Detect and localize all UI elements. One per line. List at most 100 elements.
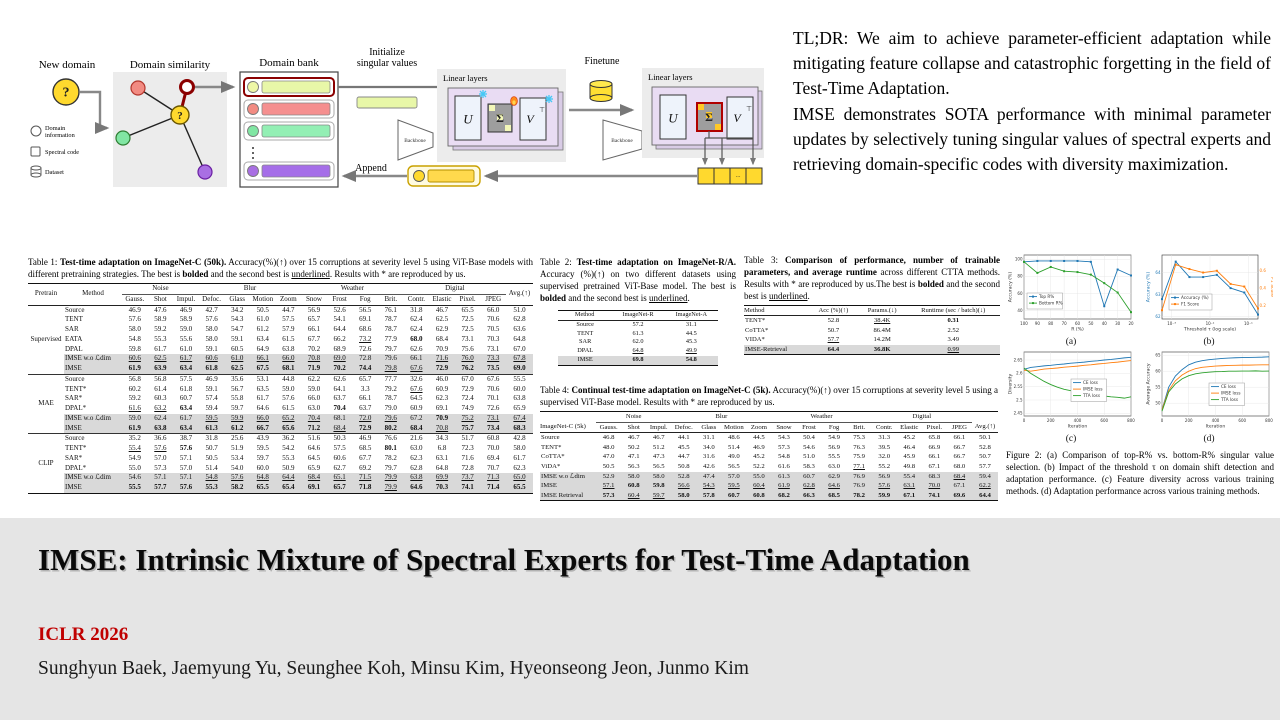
table-cell: 60.3 bbox=[154, 394, 167, 403]
table-cell: 61.7 bbox=[256, 394, 269, 403]
table-cell: 68.1 bbox=[282, 364, 295, 372]
table-3-caption: Table 3: Comparison of performance, numb… bbox=[744, 255, 1001, 301]
table-cell: 38.4K bbox=[873, 317, 891, 325]
table-row: TENT 57.6 58.9 58.9 57.6 54.3 61.0 57.5 65.7 54.1… bbox=[28, 315, 533, 325]
table-cell: 59.5 bbox=[205, 413, 218, 422]
table-cell: 48.0 bbox=[602, 443, 615, 451]
table-cell: 55.0 bbox=[753, 472, 765, 480]
svg-text:800: 800 bbox=[1265, 418, 1273, 423]
finetune-dataset-icon bbox=[589, 80, 613, 102]
table-cell: 70.5 bbox=[487, 325, 500, 333]
svg-text:U: U bbox=[668, 111, 679, 126]
table-cell: 47.6 bbox=[154, 305, 167, 314]
table-row: DPAL* 55.0 57.3 57.0 51.4 54.0 60.0 50.9 65.9 62.… bbox=[28, 464, 533, 474]
table-4-caption: Table 4: Continual test-time adaptation … bbox=[540, 385, 998, 407]
table-row: MAE Source 56.8 56.8 57.5 46.9 35.6 53.1 44.8 62.… bbox=[28, 373, 533, 434]
table-cell: 51.4 bbox=[205, 463, 218, 472]
svg-text:200: 200 bbox=[1185, 418, 1193, 423]
method-label: IMSE bbox=[577, 355, 593, 363]
table-cell: 62.4 bbox=[410, 325, 423, 333]
table-cell: 42.7 bbox=[205, 305, 218, 314]
footer-band: IMSE: Intrinsic Mixture of Spectral Expe… bbox=[0, 518, 1280, 720]
table-cell: 62.6 bbox=[410, 344, 423, 353]
table-cell: 57.6 bbox=[154, 444, 167, 452]
table-cell: 66.0 bbox=[282, 354, 295, 363]
table-cell: 72.3 bbox=[461, 444, 474, 452]
method-label: DPAL bbox=[65, 344, 83, 353]
table-cell: 60.2 bbox=[128, 384, 141, 393]
tldr-paragraph-1: TL;DR: We aim to achieve parameter-effic… bbox=[793, 28, 1271, 99]
table-cell: 69.6 bbox=[953, 491, 966, 499]
table-cell: 63.0 bbox=[828, 462, 840, 470]
table-cell: 65.1 bbox=[333, 473, 346, 482]
svg-text:Iteration: Iteration bbox=[1206, 424, 1226, 430]
table-cell: 76.0 bbox=[461, 354, 474, 363]
svg-text:65: 65 bbox=[1155, 353, 1161, 358]
table-cell: 60.8 bbox=[480, 433, 506, 444]
linear-layers-block-2: Linear layers U Σ V ⊤ bbox=[642, 68, 764, 158]
svg-text:2.45: 2.45 bbox=[1014, 411, 1023, 416]
svg-text:TTA loss: TTA loss bbox=[1220, 397, 1238, 402]
table-cell: 31.6 bbox=[702, 453, 715, 461]
table-cell: 50.5 bbox=[602, 462, 615, 470]
table-cell: 50.7 bbox=[205, 444, 218, 452]
table-cell: 39.5 bbox=[878, 443, 891, 451]
table-cell: 61.7 bbox=[179, 413, 193, 422]
table-cell: 80.2 bbox=[384, 423, 397, 432]
append-label: Append bbox=[355, 163, 387, 174]
table-cell: 52.8 bbox=[827, 317, 840, 325]
table-cell: 58.0 bbox=[677, 491, 690, 499]
svg-text:100: 100 bbox=[1020, 321, 1028, 326]
table-cell: 79.6 bbox=[384, 413, 397, 422]
table-cell: 59.8 bbox=[128, 344, 141, 353]
table-cell: 79.2 bbox=[384, 384, 397, 393]
table-cell: 73.1 bbox=[461, 334, 474, 343]
table-row: IMSE 61.9 63.9 63.4 61.8 62.5 67.5 68.1 71.9 70.2… bbox=[28, 364, 533, 375]
svg-text:Accuracy (%): Accuracy (%) bbox=[1146, 272, 1152, 303]
table-row: IMSE 57.1 60.8 59.8 56.6 54.3 59.5 60.4 61.9 62.8… bbox=[540, 481, 998, 491]
table-cell: 52.8 bbox=[979, 443, 991, 451]
table-cell: 79.6 bbox=[384, 354, 397, 363]
table-row: TENT* 52.8 38.4K 0.31 bbox=[744, 316, 1000, 326]
table-cell: 58.0 bbox=[205, 334, 218, 343]
table-cell: 70.8 bbox=[307, 354, 321, 363]
table-cell: 60.8 bbox=[753, 491, 765, 499]
table-cell: 72.8 bbox=[461, 463, 474, 472]
table-cell: 76.9 bbox=[853, 472, 865, 480]
table-cell: 64.9 bbox=[256, 344, 269, 353]
method-label: IMSE bbox=[541, 482, 557, 490]
table-cell: 78.7 bbox=[384, 325, 397, 333]
table-cell: 62.9 bbox=[435, 325, 449, 333]
table-cell: 64.6 bbox=[828, 482, 840, 490]
table-2: Table 2: Test-time adaptation on ImageNe… bbox=[540, 256, 736, 366]
svg-text:V: V bbox=[526, 112, 535, 126]
table-cell: 73.4 bbox=[487, 423, 500, 432]
table-cell: 66.2 bbox=[333, 334, 346, 343]
results-table: Method Acc (%)(↑) Params.(↓) Runtime (sec /… bbox=[744, 305, 1000, 356]
method-label: CoTTA* bbox=[745, 326, 769, 334]
method-label: SAR bbox=[579, 338, 592, 346]
table-cell: 62.9 bbox=[828, 472, 840, 480]
table-cell: 47.4 bbox=[702, 472, 715, 480]
linear-layers-block-1: Linear layers U Σ V ⊤ bbox=[437, 69, 566, 162]
table-cell: 62.8 bbox=[410, 463, 423, 472]
table-cell: 2.52 bbox=[947, 326, 960, 334]
appended-domain-entry bbox=[407, 165, 481, 187]
table-cell: 21.6 bbox=[403, 433, 430, 444]
table-cell: 67.1 bbox=[928, 462, 941, 470]
table-cell: 55.3 bbox=[205, 483, 218, 491]
table-cell: 73.1 bbox=[487, 413, 500, 422]
table-cell: 58.3 bbox=[803, 462, 815, 470]
method-label: IMSE bbox=[65, 423, 82, 432]
table-cell: 68.4 bbox=[307, 473, 321, 482]
svg-text:0.2: 0.2 bbox=[1260, 303, 1267, 308]
table-cell: 45.3 bbox=[685, 338, 697, 346]
table-cell: 73.1 bbox=[487, 344, 500, 353]
table-cell: 61.7 bbox=[513, 453, 526, 462]
svg-text:70: 70 bbox=[1062, 321, 1068, 326]
table-cell: 64.8 bbox=[513, 334, 526, 343]
table-cell: 51.9 bbox=[231, 444, 244, 452]
table-cell: 54.0 bbox=[231, 463, 244, 472]
table-cell: 60.9 bbox=[435, 384, 449, 393]
table-cell: 62.3 bbox=[410, 453, 423, 462]
